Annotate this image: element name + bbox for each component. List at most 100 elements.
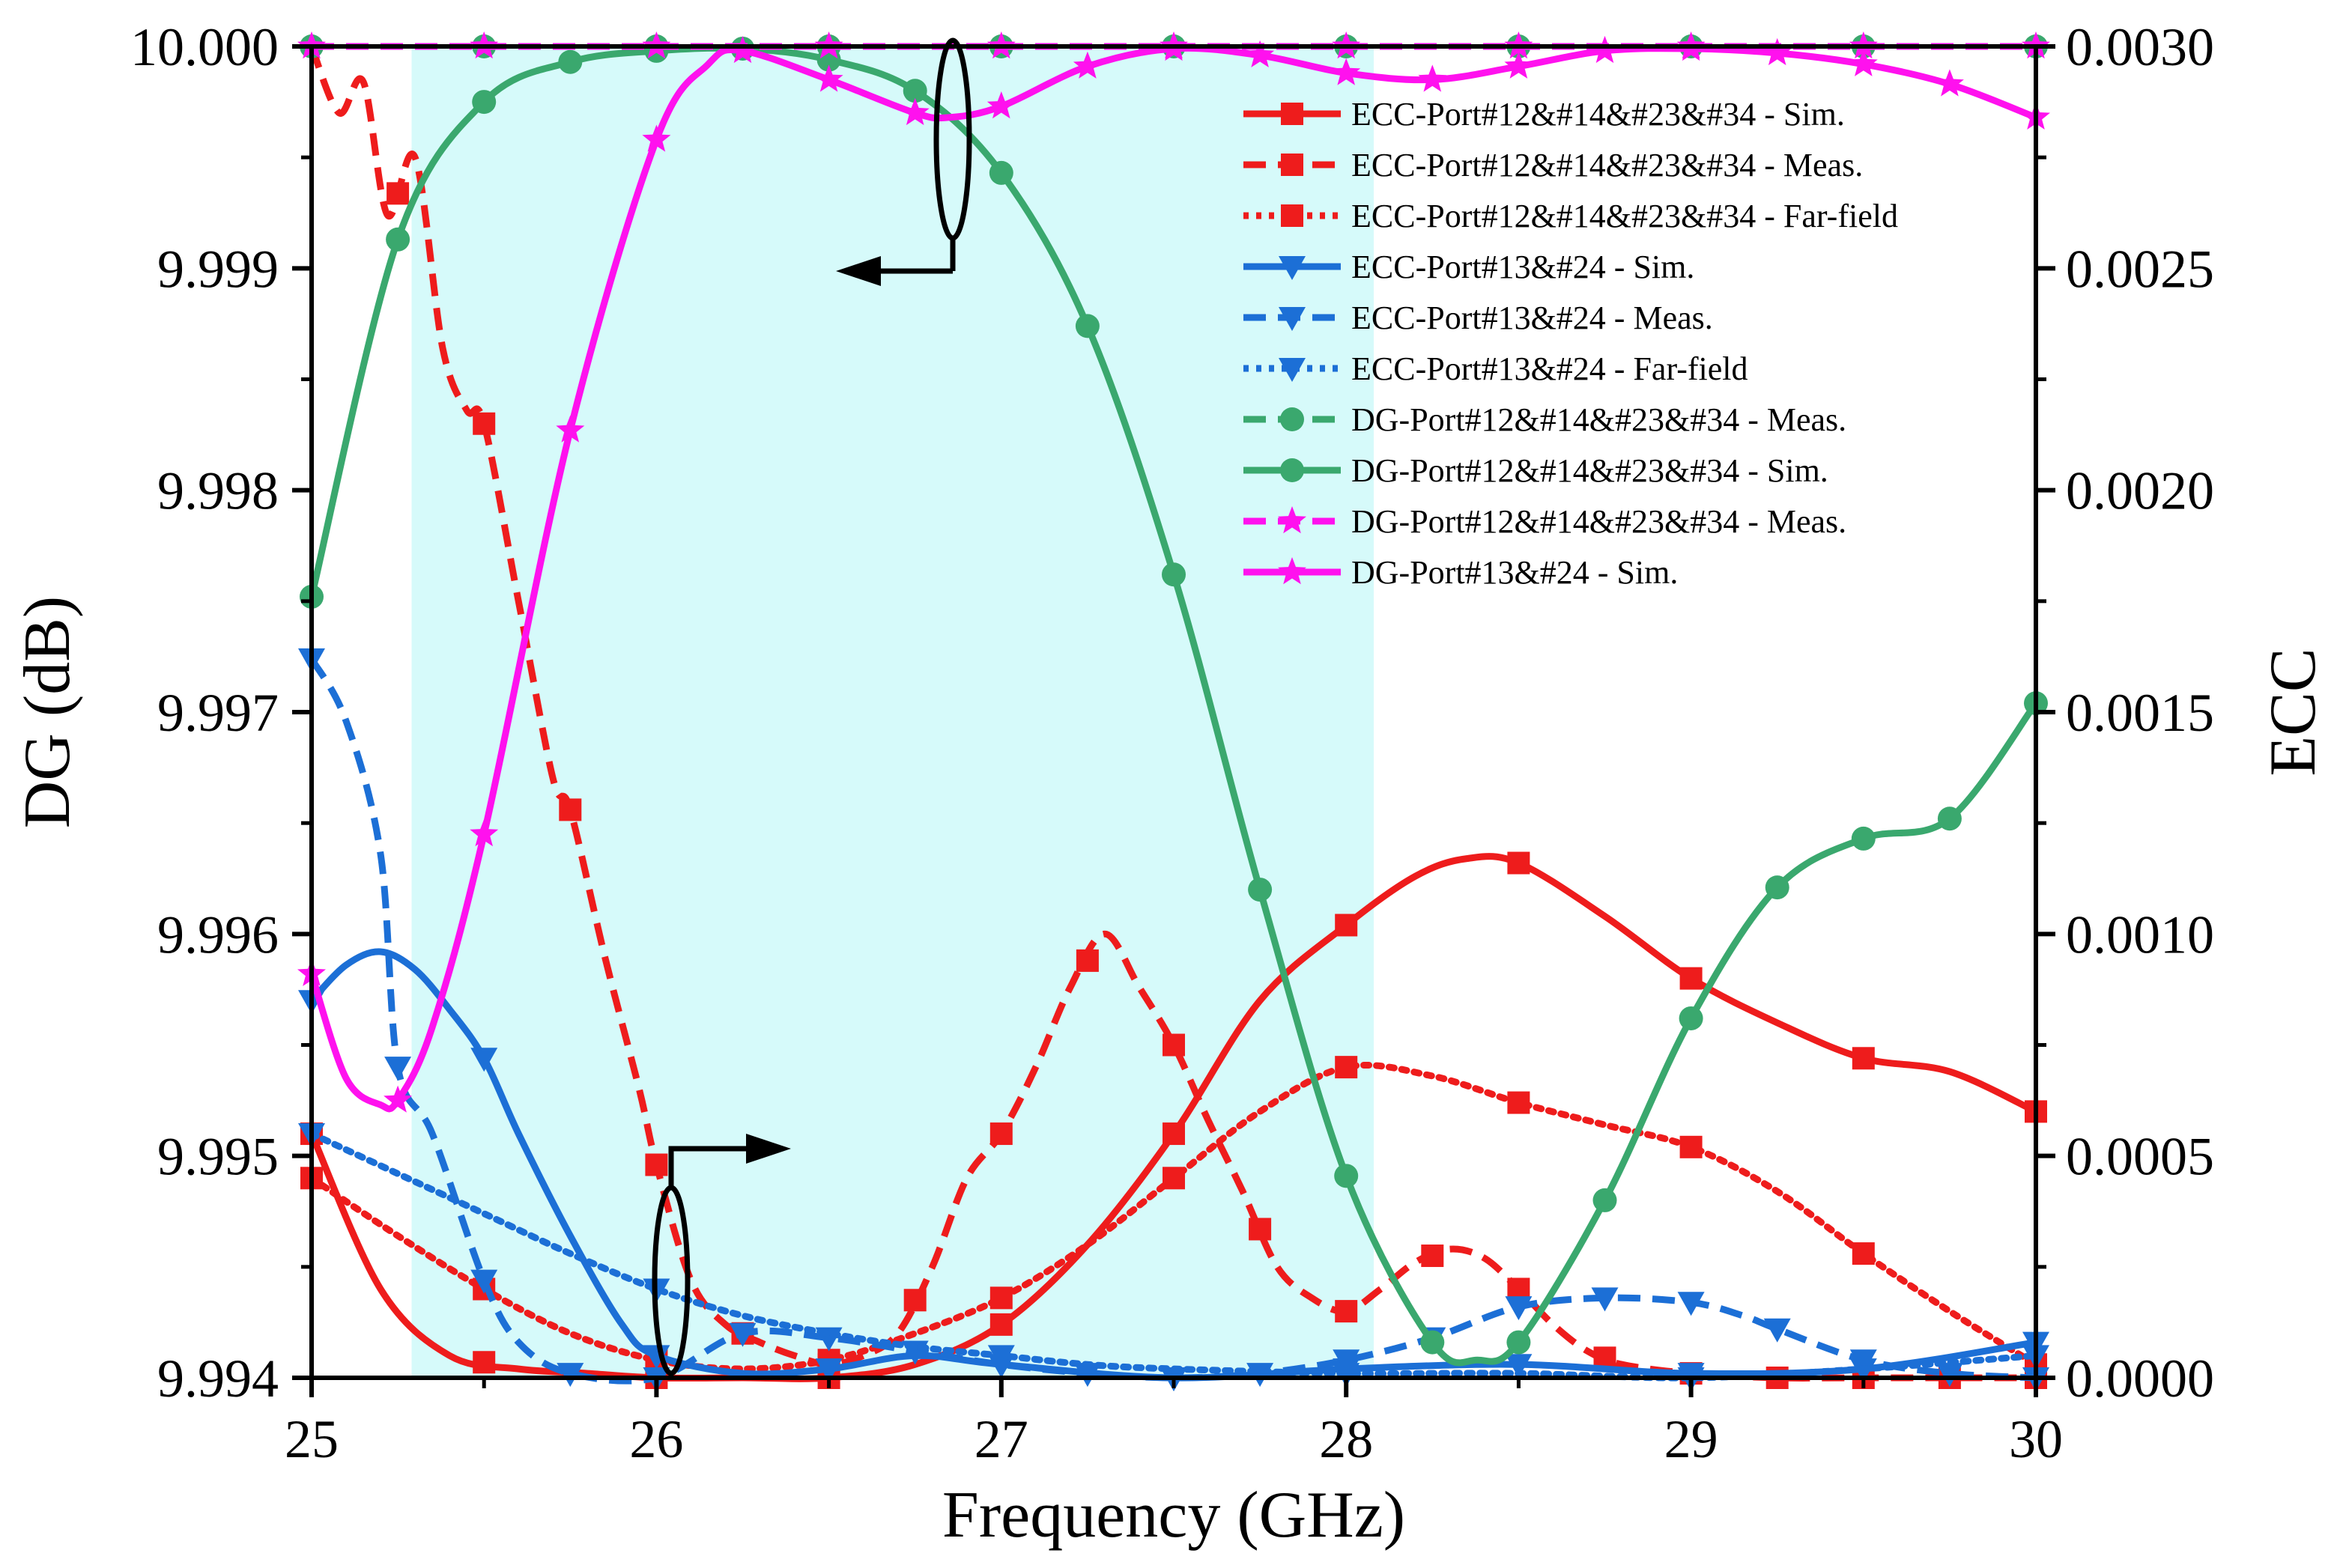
series-7-point-11 [1248, 878, 1273, 902]
series-5-point-2 [987, 1345, 1015, 1370]
legend-marker-9 [1278, 557, 1306, 585]
y-right-tick-label-4: 0.0020 [2066, 461, 2214, 521]
legend-marker-2 [1281, 204, 1303, 227]
legend-label-2: ECC-Port#12&#14&#23&#34 - Far-field [1351, 198, 1898, 234]
x-tick-label-1: 26 [629, 1409, 683, 1469]
series-5-point-3 [1333, 1363, 1360, 1388]
series-2-point-5 [1163, 1167, 1185, 1190]
series-4-point-2 [470, 1269, 498, 1294]
legend-marker-7 [1280, 458, 1304, 482]
y-right-tick-label-3: 0.0015 [2066, 683, 2214, 743]
legend-item-9: DG-Port#13&#24 - Sim. [1243, 554, 1678, 591]
series-9-point-1 [384, 1085, 413, 1113]
series-2-point-4 [989, 1286, 1013, 1310]
series-9-point-19 [1935, 69, 1964, 97]
series-9-point-15 [1590, 35, 1619, 64]
series-0-point-7 [1507, 851, 1530, 875]
series-4-point-17 [1763, 1318, 1791, 1343]
series-7-point-19 [1937, 806, 1962, 831]
legend-label-4: ECC-Port#13&#24 - Meas. [1351, 300, 1713, 336]
series-1-point-11 [1335, 1300, 1358, 1323]
y-left-tick-label-4: 9.998 [157, 461, 279, 521]
series-9-point-4 [642, 124, 671, 152]
series-7 [300, 36, 2048, 1367]
legend-item-6: DG-Port#12&#14&#23&#34 - Meas. [1243, 401, 1846, 438]
series-7-point-13 [1420, 1330, 1445, 1355]
series-2-point-9 [1852, 1242, 1875, 1265]
y-right-tick-label-6: 0.0030 [2066, 17, 2214, 77]
series-1-point-8 [1076, 949, 1099, 972]
series-1-point-1 [473, 412, 496, 435]
series-9-point-2 [470, 819, 499, 847]
series-9-point-6 [814, 64, 843, 92]
series-4-point-18 [1849, 1349, 1877, 1374]
shaded-band [411, 46, 1374, 1378]
series-7-point-12 [1334, 1164, 1359, 1188]
y-right-tick-label-1: 0.0005 [2066, 1127, 2214, 1187]
y-left-tick-label-2: 9.996 [157, 905, 279, 964]
series-9-point-12 [1332, 58, 1361, 85]
series-0-point-6 [1335, 914, 1358, 937]
x-axis-title: Frequency (GHz) [942, 1479, 1405, 1552]
series-3-point-2 [643, 1345, 670, 1370]
y-axis-title-right: ECC [2257, 648, 2330, 776]
legend-marker-8 [1278, 506, 1306, 534]
series-4-point-1 [384, 1057, 412, 1081]
series-4-point-15 [1591, 1287, 1619, 1312]
series-2-point-8 [1679, 1135, 1703, 1158]
y-left-tick-label-1: 9.995 [157, 1127, 279, 1187]
series-9-point-17 [1762, 37, 1792, 66]
series-3-point-7 [1505, 1354, 1533, 1379]
series-9-point-5 [728, 35, 757, 64]
legend-item-2: ECC-Port#12&#14&#23&#34 - Far-field [1243, 198, 1898, 234]
series-3-point-3 [815, 1358, 843, 1383]
series-4-point-19 [1936, 1363, 1963, 1388]
series-0-point-4 [989, 1313, 1013, 1336]
series-2-point-6 [1335, 1056, 1358, 1079]
series-2-point-7 [1507, 1091, 1530, 1114]
y-right-tick-label-2: 0.0010 [2066, 905, 2214, 964]
series-4-point-14 [1505, 1296, 1533, 1321]
y-left-tick-label-6: 10.000 [130, 17, 279, 77]
series-1-point-9 [1163, 1033, 1185, 1057]
series-0-point-9 [1852, 1047, 1875, 1070]
legend-label-3: ECC-Port#13&#24 - Sim. [1351, 249, 1694, 285]
legend-label-0: ECC-Port#12&#14&#23&#34 - Sim. [1351, 96, 1845, 133]
legend-label-8: DG-Port#12&#14&#23&#34 - Meas. [1351, 503, 1846, 540]
shaded-band-layer [411, 46, 1374, 1378]
legend-marker-3 [1279, 256, 1306, 280]
legend-marker-4 [1279, 307, 1306, 331]
series-1-point-0 [387, 182, 410, 205]
legend-item-1: ECC-Port#12&#14&#23&#34 - Meas. [1243, 147, 1863, 183]
series-7-point-17 [1765, 875, 1789, 900]
series-7-point-2 [472, 90, 497, 115]
series-4-point-9 [1073, 1363, 1101, 1388]
series-7-point-14 [1506, 1330, 1531, 1355]
series-7-point-18 [1851, 826, 1876, 851]
legend-item-4: ECC-Port#13&#24 - Meas. [1243, 300, 1713, 336]
series-1-point-6 [903, 1289, 927, 1312]
legend-label-6: DG-Port#12&#14&#23&#34 - Meas. [1351, 401, 1846, 438]
series-1-point-12 [1421, 1245, 1444, 1268]
annotation-layer [652, 37, 972, 1376]
series-7-point-3 [558, 49, 583, 74]
legend-item-3: ECC-Port#13&#24 - Sim. [1243, 249, 1694, 285]
series-0-point-5 [1163, 1122, 1185, 1146]
x-tick-label-5: 30 [2009, 1409, 2063, 1469]
legend: ECC-Port#12&#14&#23&#34 - Sim. ECC-Port#1… [1243, 96, 1898, 591]
series-1-point-7 [989, 1122, 1013, 1146]
legend-marker-1 [1281, 154, 1303, 176]
legend-label-5: ECC-Port#13&#24 - Far-field [1351, 350, 1748, 387]
series-4-point-16 [1677, 1292, 1705, 1316]
legend-item-7: DG-Port#12&#14&#23&#34 - Sim. [1243, 452, 1828, 489]
series-7-point-15 [1592, 1188, 1617, 1212]
legend-label-9: DG-Port#13&#24 - Sim. [1351, 554, 1678, 591]
left-axis-arrow-head [836, 256, 881, 286]
series-3-point-1 [470, 1048, 498, 1072]
x-tick-label-0: 25 [285, 1409, 339, 1469]
y-left-tick-label-5: 9.999 [157, 239, 279, 299]
legend-label-1: ECC-Port#12&#14&#23&#34 - Meas. [1351, 147, 1863, 183]
right-axis-arrow-head [746, 1134, 791, 1164]
axes-layer: 25 26 27 28 29 30 9.994 9.995 9.996 9.997 9.998 9.9… [11, 17, 2330, 1552]
